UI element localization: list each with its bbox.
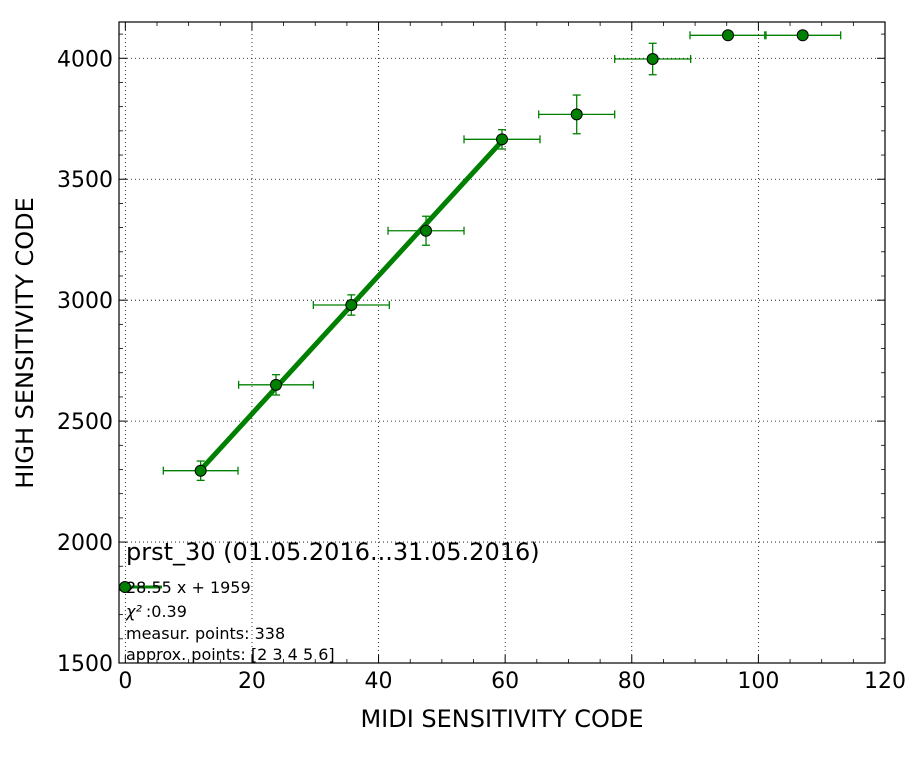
point-marker (194, 464, 207, 477)
legend-circle (119, 581, 131, 593)
data-point-1 (162, 460, 239, 482)
plot-frame (118, 21, 886, 664)
data-point-2 (237, 374, 314, 396)
annotation-title: prst_30 (01.05.2016...31.05.2016) (126, 538, 540, 566)
data-point-3 (312, 294, 390, 316)
chi-square-label: χ² (125, 602, 142, 621)
x-tick-label: 80 (618, 669, 646, 694)
x-tick-label: 120 (864, 669, 906, 694)
y-tick-label: 3000 (57, 289, 113, 314)
y-axis-label: HIGH SENSITIVITY CODE (11, 197, 39, 489)
axis-ticks: 0 20 40 60 80 100 120 1500 2000 2500 3000 3500 4000 (57, 22, 906, 694)
point-marker (796, 29, 809, 42)
x-tick-label: 20 (238, 669, 266, 694)
grid-lines (119, 22, 885, 663)
point-marker (269, 378, 282, 391)
y-tick-label: 2500 (57, 410, 113, 435)
x-tick-label: 40 (365, 669, 393, 694)
y-tick-label: 1500 (57, 652, 113, 677)
fit-legend-marker (119, 581, 162, 593)
y-tick-label: 3500 (57, 168, 113, 193)
data-point-8 (689, 29, 767, 42)
chi-square: χ²:0.39 (125, 602, 187, 621)
point-marker (345, 299, 358, 312)
x-axis-label: MIDI SENSITIVITY CODE (360, 705, 643, 733)
x-tick-label: 0 (118, 669, 132, 694)
y-tick-label: 4000 (57, 47, 113, 72)
data-point-6 (538, 94, 616, 135)
chi-square-value: :0.39 (146, 602, 187, 621)
data-point-5 (463, 128, 541, 150)
x-tick-label: 60 (491, 669, 519, 694)
data-points (162, 29, 842, 482)
data-point-4 (387, 215, 465, 246)
measur-points: measur. points: 338 (126, 624, 285, 643)
fit-equation: 28.55 x + 1959 (126, 578, 251, 597)
data-point-7 (614, 42, 692, 76)
data-point-9 (764, 29, 842, 42)
y-tick-label: 2000 (57, 531, 113, 556)
x-tick-label: 100 (737, 669, 779, 694)
point-marker (420, 224, 433, 237)
point-marker (646, 53, 659, 66)
point-marker (496, 133, 508, 146)
point-marker (722, 29, 735, 42)
annotation: prst_30 (01.05.2016...31.05.2016) 28.55 … (119, 538, 540, 664)
approx-points: approx. points: [2 3 4 5 6] (126, 645, 335, 664)
point-marker (570, 108, 583, 121)
